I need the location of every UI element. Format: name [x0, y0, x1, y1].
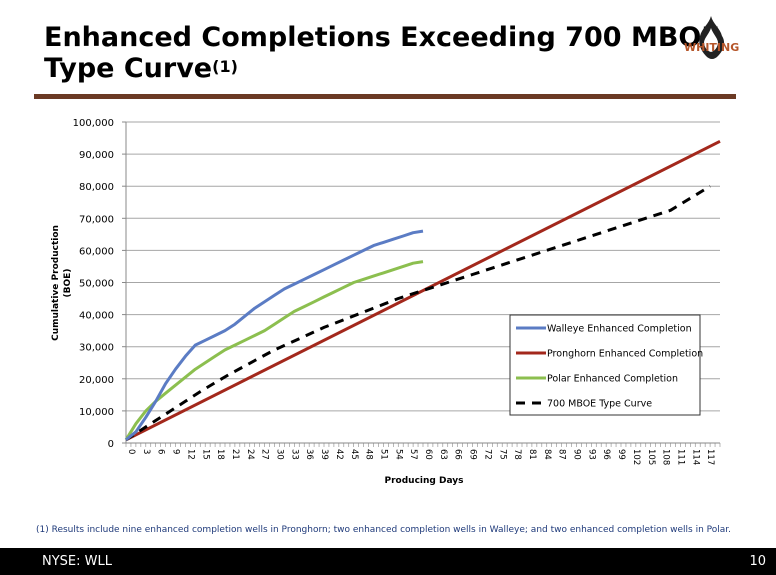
- series-line-pronghorn-enhanced-completion: [125, 139, 721, 442]
- x-tick-label: 102: [631, 449, 641, 465]
- x-tick-labels: 0 3 6 9 12 15 18 21 24 27 30 33 36 39 42 45 48 51 54 57 60 63…: [125, 443, 721, 465]
- x-tick-label: 117: [705, 449, 715, 465]
- x-tick-label: 105: [646, 449, 656, 465]
- y-tick-labels: 0 10,000 20,000 30,000 40,000 50,000 60,000 70,…: [73, 118, 126, 450]
- y-axis-title: Cumulative Production (BOE): [51, 225, 73, 341]
- x-tick-label: 87: [557, 449, 567, 460]
- x-tick-label: 111: [675, 449, 685, 465]
- series-lines: [124, 139, 721, 442]
- x-tick-label: 69: [468, 449, 478, 460]
- slide-title-line2-text: Type Curve: [44, 53, 213, 84]
- x-tick-label: 33: [289, 449, 299, 460]
- x-tick-label: 9: [171, 449, 181, 454]
- x-tick-label: 24: [245, 449, 255, 460]
- y-tick-label: 50,000: [79, 279, 114, 290]
- slide-title-line1: Enhanced Completions Exceeding 700 MBOE: [44, 22, 720, 53]
- y-tick-label: 20,000: [79, 375, 114, 386]
- x-tick-label: 72: [482, 449, 492, 460]
- y-tick-label: 100,000: [73, 118, 114, 129]
- whiting-drop-logo-icon: [699, 16, 725, 59]
- x-tick-label: 30: [275, 449, 285, 460]
- ticker-label: NYSE: WLL: [42, 554, 112, 569]
- y-tick-label: 10,000: [79, 407, 114, 418]
- y-tick-label: 0: [108, 439, 114, 450]
- x-tick-label: 93: [586, 449, 596, 460]
- footnote: (1) Results include nine enhanced comple…: [36, 525, 732, 535]
- x-tick-label: 114: [690, 449, 700, 465]
- x-tick-label: 63: [438, 449, 448, 460]
- x-tick-label: 3: [141, 449, 151, 454]
- legend-label: Polar Enhanced Completion: [547, 374, 678, 385]
- y-tick-label: 60,000: [79, 246, 114, 257]
- x-tick-label: 78: [512, 449, 522, 460]
- legend: Walleye Enhanced Completion Pronghorn Enh…: [509, 314, 703, 416]
- legend-box: [509, 314, 701, 416]
- x-tick-label: 57: [408, 449, 418, 460]
- x-tick-label: 42: [334, 449, 344, 460]
- legend-label: Pronghorn Enhanced Completion: [547, 349, 703, 360]
- y-axis-title-line2: (BOE): [63, 269, 73, 298]
- x-tick-label: 21: [230, 449, 240, 460]
- x-tick-label: 45: [349, 449, 359, 460]
- x-axis-title: Producing Days: [385, 476, 464, 486]
- y-tick-label: 40,000: [79, 311, 114, 322]
- slide-title-line2: Type Curve(1): [44, 53, 720, 84]
- x-tick-label: 48: [364, 449, 374, 460]
- slide-title: Enhanced Completions Exceeding 700 MBOE …: [44, 22, 720, 84]
- y-tick-label: 90,000: [79, 150, 114, 161]
- y-tick-label: 80,000: [79, 182, 114, 193]
- x-tick-label: 75: [497, 449, 507, 460]
- x-tick-label: 0: [126, 449, 136, 454]
- x-tick-label: 84: [542, 449, 552, 460]
- y-tick-label: 30,000: [79, 343, 114, 354]
- series-line-700-mboe-type-curve: [125, 184, 711, 442]
- x-tick-label: 81: [527, 449, 537, 460]
- x-tick-label: 39: [319, 449, 329, 460]
- x-tick-label: 12: [185, 449, 195, 460]
- x-tick-label: 27: [260, 449, 270, 460]
- page-number: 10: [749, 554, 766, 569]
- x-tick-label: 66: [453, 449, 463, 460]
- legend-label: Walleye Enhanced Completion: [547, 324, 692, 335]
- x-tick-label: 99: [616, 449, 626, 460]
- logo-text: WHITING: [684, 41, 740, 54]
- legend-label: 700 MBOE Type Curve: [547, 399, 652, 410]
- y-tick-label: 70,000: [79, 214, 114, 225]
- x-tick-label: 90: [572, 449, 582, 460]
- series-line-polar-enhanced-completion: [124, 260, 424, 441]
- x-tick-label: 15: [200, 449, 210, 460]
- x-tick-label: 51: [378, 449, 388, 460]
- x-tick-label: 108: [661, 449, 671, 465]
- x-tick-label: 60: [423, 449, 433, 460]
- series-line-walleye-enhanced-completion: [125, 229, 424, 441]
- title-divider: [34, 94, 736, 99]
- x-tick-label: 36: [304, 449, 314, 460]
- x-tick-label: 6: [156, 449, 166, 454]
- title-footnote-marker: (1): [212, 57, 238, 76]
- x-tick-label: 54: [393, 449, 403, 460]
- x-tick-label: 96: [601, 449, 611, 460]
- production-chart: 0 10,000 20,000 30,000 40,000 50,000 60,000 70,…: [51, 118, 721, 486]
- x-tick-label: 18: [215, 449, 225, 460]
- axes: [125, 122, 720, 444]
- footer-bar: NYSE: WLL 10: [0, 548, 776, 575]
- y-axis-title-line1: Cumulative Production: [51, 225, 61, 341]
